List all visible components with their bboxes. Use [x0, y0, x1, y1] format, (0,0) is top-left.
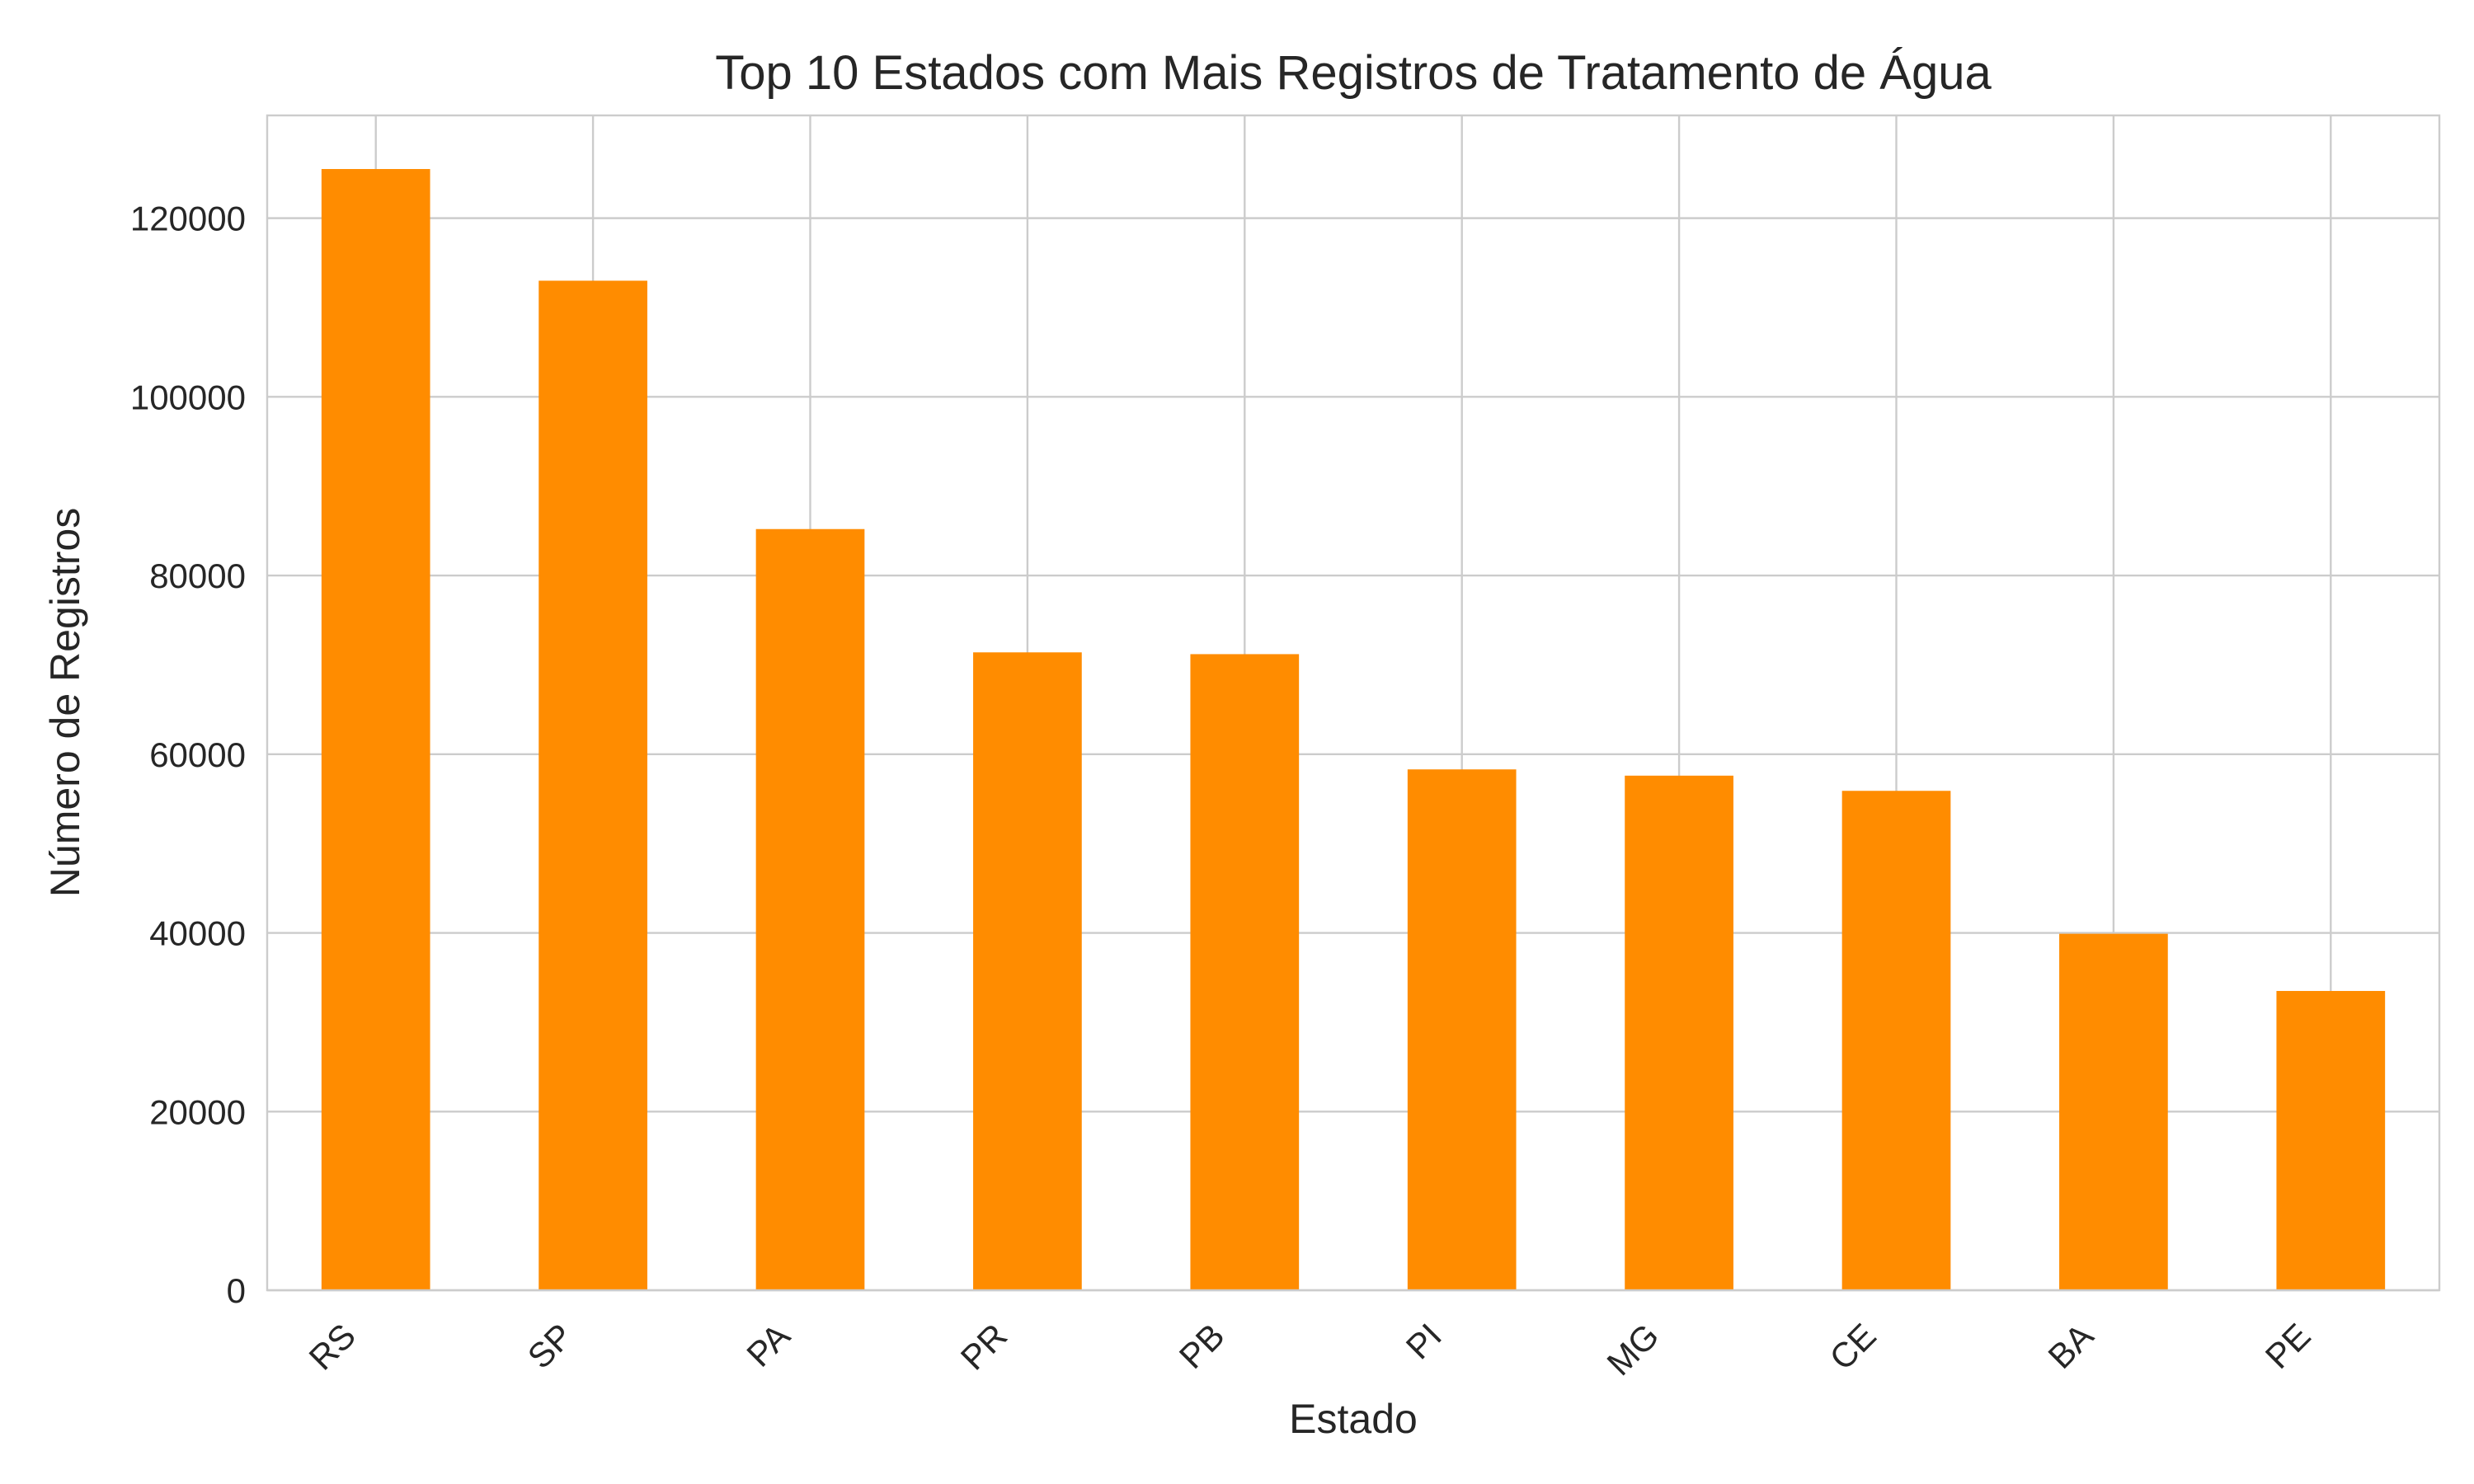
y-tick-label: 120000	[130, 200, 246, 238]
y-tick-label: 0	[227, 1271, 246, 1310]
bar-ba	[2059, 933, 2168, 1290]
bar-pr	[973, 652, 1082, 1290]
bar-pb	[1190, 654, 1300, 1290]
y-axis-label: Número de Registros	[42, 508, 88, 897]
chart-title: Top 10 Estados com Mais Registros de Tra…	[715, 46, 1992, 100]
y-tick-label: 60000	[149, 735, 246, 774]
y-tick-label: 100000	[130, 378, 246, 416]
y-tick-label: 40000	[149, 914, 246, 953]
bar-mg	[1625, 775, 1733, 1290]
y-tick-labels: 0 20000 40000 60000 80000 100000 120000	[130, 200, 246, 1310]
plot-frame	[266, 114, 2441, 1292]
y-tick-label: 20000	[149, 1092, 246, 1131]
bar-ce	[1841, 791, 1951, 1290]
bar-pe	[2276, 990, 2386, 1290]
bar-pa	[755, 528, 865, 1290]
bar-pi	[1407, 769, 1517, 1290]
y-tick-label: 80000	[149, 556, 246, 595]
x-axis-label: Estado	[1289, 1396, 1418, 1442]
bar-layer	[321, 169, 2386, 1290]
bar-sp	[539, 280, 647, 1290]
bar-rs	[321, 169, 430, 1290]
